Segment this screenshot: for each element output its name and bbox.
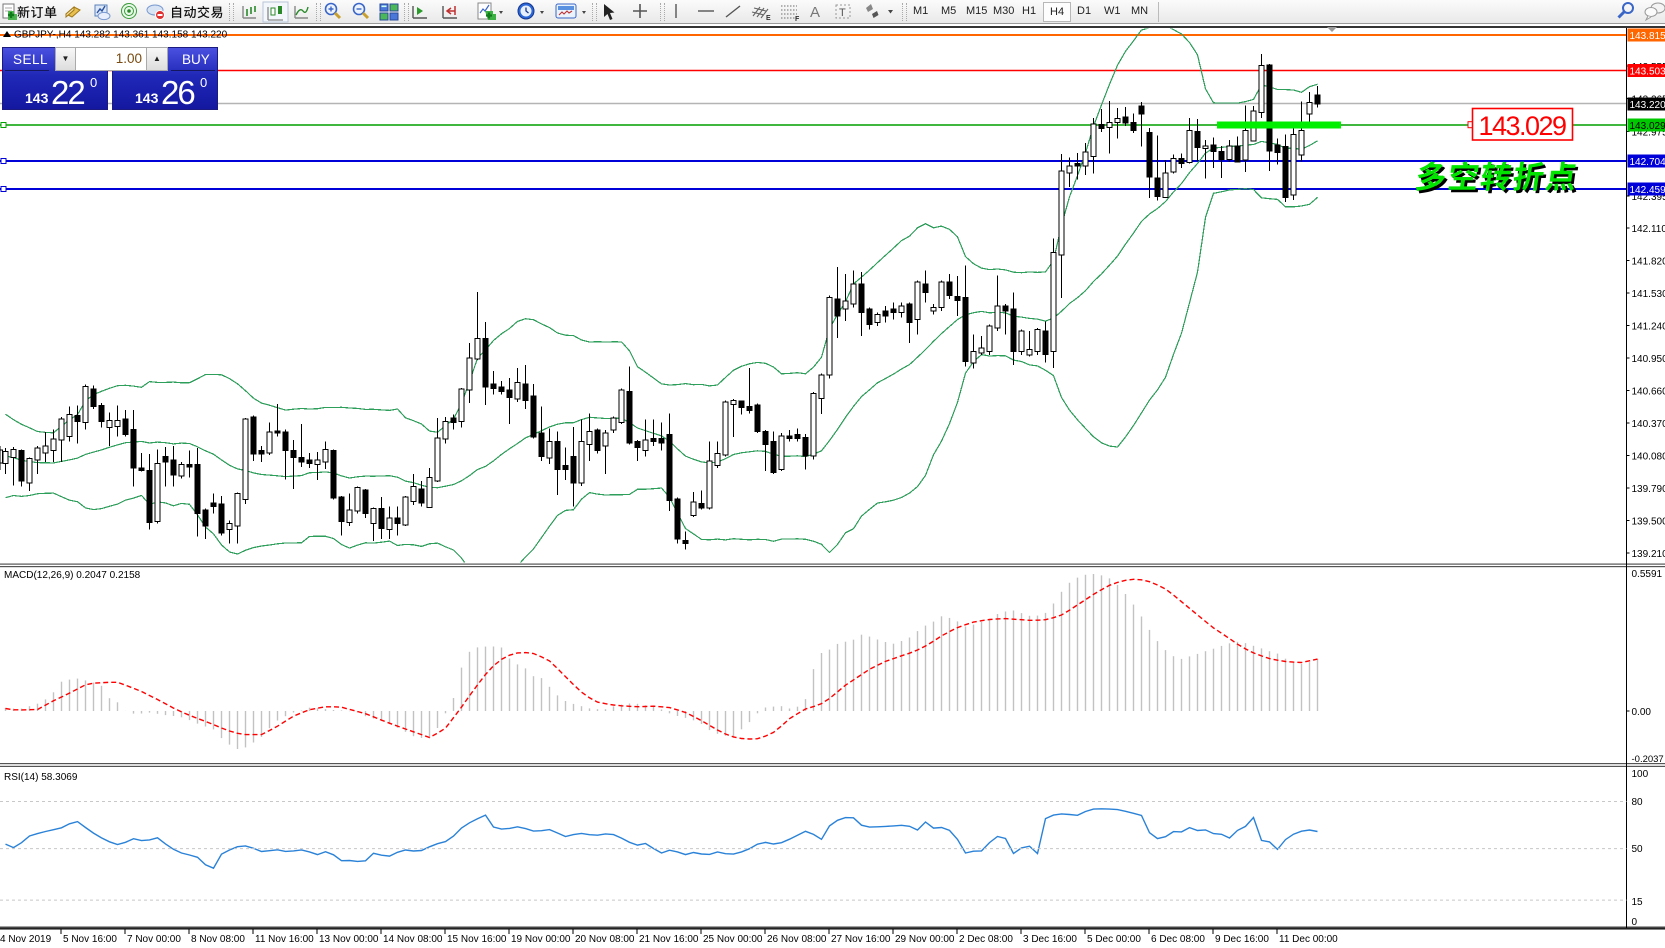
svg-text:141.530: 141.530 <box>1632 289 1665 300</box>
svg-text:11 Dec 00:00: 11 Dec 00:00 <box>1279 934 1338 945</box>
svg-text:27 Nov 16:00: 27 Nov 16:00 <box>831 934 891 945</box>
svg-text:0: 0 <box>1632 917 1638 928</box>
svg-text:142.110: 142.110 <box>1632 224 1665 235</box>
svg-text:21 Nov 16:00: 21 Nov 16:00 <box>639 934 699 945</box>
svg-text:2 Dec 08:00: 2 Dec 08:00 <box>959 934 1013 945</box>
svg-text:F: F <box>795 16 800 23</box>
svg-text:26 Nov 08:00: 26 Nov 08:00 <box>767 934 827 945</box>
svg-text:139.210: 139.210 <box>1632 549 1665 560</box>
svg-text:GBPJPY-,H4 143.282 143.361 143: GBPJPY-,H4 143.282 143.361 143.158 143.2… <box>14 30 228 41</box>
svg-text:140.370: 140.370 <box>1632 419 1665 430</box>
svg-text:-0.2037: -0.2037 <box>1632 754 1664 765</box>
svg-text:19 Nov 00:00: 19 Nov 00:00 <box>511 934 571 945</box>
svg-text:100: 100 <box>1632 769 1649 780</box>
svg-text:8 Nov 08:00: 8 Nov 08:00 <box>191 934 245 945</box>
svg-text:14 Nov 08:00: 14 Nov 08:00 <box>383 934 443 945</box>
svg-text:139.500: 139.500 <box>1632 517 1665 528</box>
svg-text:6 Dec 08:00: 6 Dec 08:00 <box>1151 934 1205 945</box>
svg-text:15 Nov 16:00: 15 Nov 16:00 <box>447 934 507 945</box>
svg-text:143.029: 143.029 <box>1478 111 1566 141</box>
svg-text:139.790: 139.790 <box>1632 484 1665 495</box>
svg-text:0.00: 0.00 <box>1632 707 1652 718</box>
svg-text:141.820: 141.820 <box>1632 257 1665 268</box>
svg-text:4 Nov 2019: 4 Nov 2019 <box>0 934 52 945</box>
svg-text:143.503: 143.503 <box>1630 67 1665 78</box>
svg-text:29 Nov 00:00: 29 Nov 00:00 <box>895 934 955 945</box>
svg-text:142.704: 142.704 <box>1630 157 1665 168</box>
svg-text:9 Dec 16:00: 9 Dec 16:00 <box>1215 934 1269 945</box>
svg-text:T: T <box>839 7 846 19</box>
svg-text:E: E <box>766 15 771 22</box>
svg-text:3 Dec 16:00: 3 Dec 16:00 <box>1023 934 1077 945</box>
svg-text:143.815: 143.815 <box>1630 31 1665 42</box>
svg-text:MACD(12,26,9) 0.2047 0.2158: MACD(12,26,9) 0.2047 0.2158 <box>4 570 141 581</box>
svg-text:142.395: 142.395 <box>1632 192 1665 203</box>
svg-text:143.029: 143.029 <box>1630 121 1665 132</box>
svg-text:50: 50 <box>1632 844 1644 855</box>
svg-text:142.459: 142.459 <box>1630 185 1665 196</box>
svg-text:RSI(14) 58.3069: RSI(14) 58.3069 <box>4 772 78 783</box>
svg-text:15: 15 <box>1632 897 1644 908</box>
svg-text:140.080: 140.080 <box>1632 452 1665 463</box>
svg-text:140.950: 140.950 <box>1632 354 1665 365</box>
svg-text:20 Nov 08:00: 20 Nov 08:00 <box>575 934 635 945</box>
svg-text:80: 80 <box>1632 797 1644 808</box>
svg-text:5 Dec 00:00: 5 Dec 00:00 <box>1087 934 1141 945</box>
svg-text:140.660: 140.660 <box>1632 387 1665 398</box>
svg-text:A: A <box>810 4 820 21</box>
svg-text:25 Nov 00:00: 25 Nov 00:00 <box>703 934 763 945</box>
svg-text:7 Nov 00:00: 7 Nov 00:00 <box>127 934 181 945</box>
svg-text:0.5591: 0.5591 <box>1632 569 1663 580</box>
svg-text:11 Nov 16:00: 11 Nov 16:00 <box>255 934 314 945</box>
svg-text:141.240: 141.240 <box>1632 322 1665 333</box>
svg-text:142.975: 142.975 <box>1632 128 1665 139</box>
svg-text:13 Nov 00:00: 13 Nov 00:00 <box>319 934 379 945</box>
svg-text:5 Nov 16:00: 5 Nov 16:00 <box>63 934 117 945</box>
svg-text:143.220: 143.220 <box>1630 100 1665 111</box>
